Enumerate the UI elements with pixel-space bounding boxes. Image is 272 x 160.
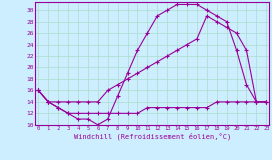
X-axis label: Windchill (Refroidissement éolien,°C): Windchill (Refroidissement éolien,°C) bbox=[74, 133, 231, 140]
